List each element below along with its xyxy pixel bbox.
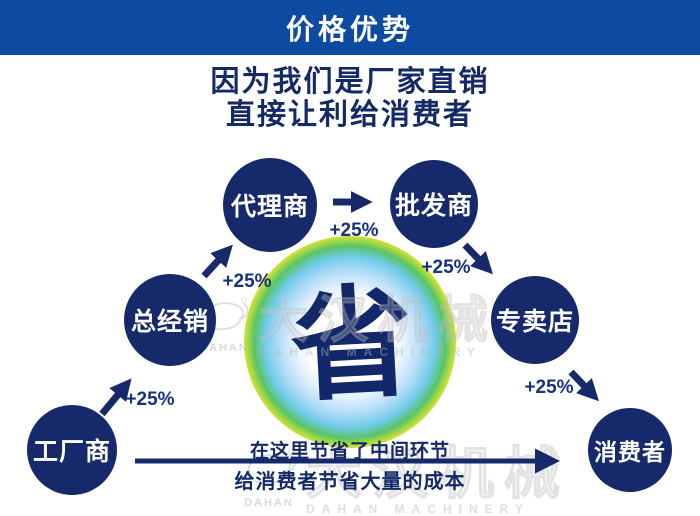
subtitle: 因为我们是厂家直销 直接让利给消费者 bbox=[0, 66, 700, 132]
subtitle-line2: 直接让利给消费者 bbox=[225, 99, 474, 131]
markup-label-5: +25% bbox=[524, 377, 574, 398]
watermark-latin: DAHAN MACHINERY bbox=[306, 502, 530, 516]
markup-label-3: +25% bbox=[329, 220, 379, 241]
bottom-caption-line2: 给消费者节省大量的成本 bbox=[234, 471, 466, 493]
node-label: 消费者 bbox=[594, 439, 666, 465]
node-label: 总经销 bbox=[130, 308, 209, 336]
node-wholesaler: 批发商 bbox=[390, 160, 478, 248]
node-label: 批发商 bbox=[394, 192, 473, 220]
node-label: 工厂商 bbox=[32, 438, 111, 466]
save-character: 省 bbox=[287, 273, 417, 417]
node-general-distributor: 总经销 bbox=[124, 274, 216, 366]
watermark-brand: DAHAN bbox=[244, 497, 294, 509]
node-consumer: 消费者 bbox=[588, 408, 672, 492]
markup-label-4: +25% bbox=[421, 257, 471, 278]
header-banner: 价格优势 bbox=[0, 0, 700, 55]
node-label: 专卖店 bbox=[495, 308, 574, 336]
bottom-caption-line1: 在这里节省了中间环节 bbox=[249, 441, 450, 462]
markup-label-2: +25% bbox=[222, 271, 272, 292]
subtitle-line1: 因为我们是厂家直销 bbox=[210, 66, 490, 98]
markup-label-1: +25% bbox=[125, 389, 175, 410]
node-agent: 代理商 bbox=[223, 158, 317, 252]
page-title: 价格优势 bbox=[285, 13, 414, 45]
node-specialty-store: 专卖店 bbox=[491, 276, 579, 364]
node-factory: 工厂商 bbox=[27, 405, 117, 495]
rainbow-circle bbox=[244, 236, 456, 448]
node-label: 代理商 bbox=[230, 193, 309, 221]
